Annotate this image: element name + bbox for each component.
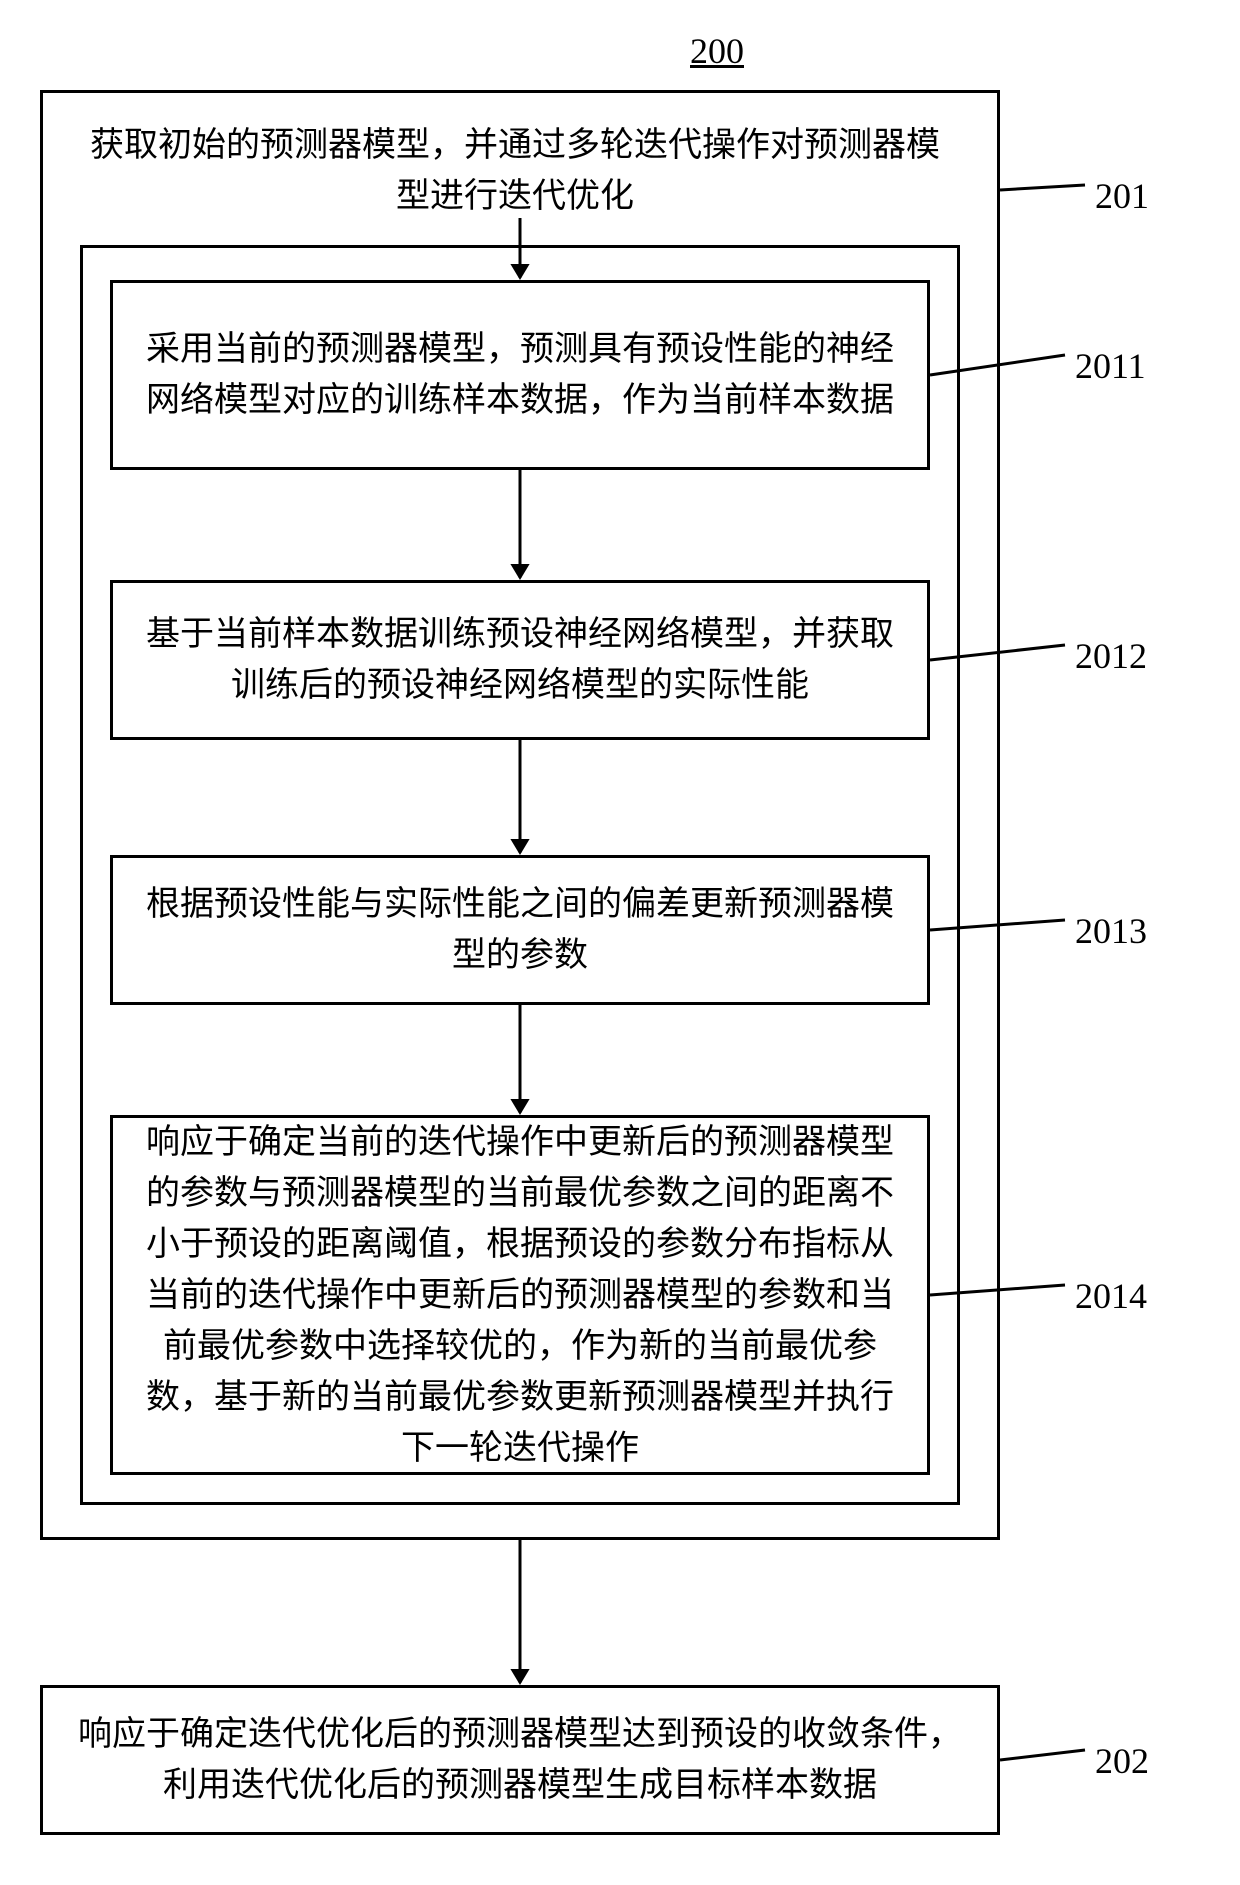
flowchart-canvas: 200 获取初始的预测器模型，并通过多轮迭代操作对预测器模型进行迭代优化 采用当… <box>0 0 1240 1885</box>
connector-overlay <box>0 0 1240 1885</box>
